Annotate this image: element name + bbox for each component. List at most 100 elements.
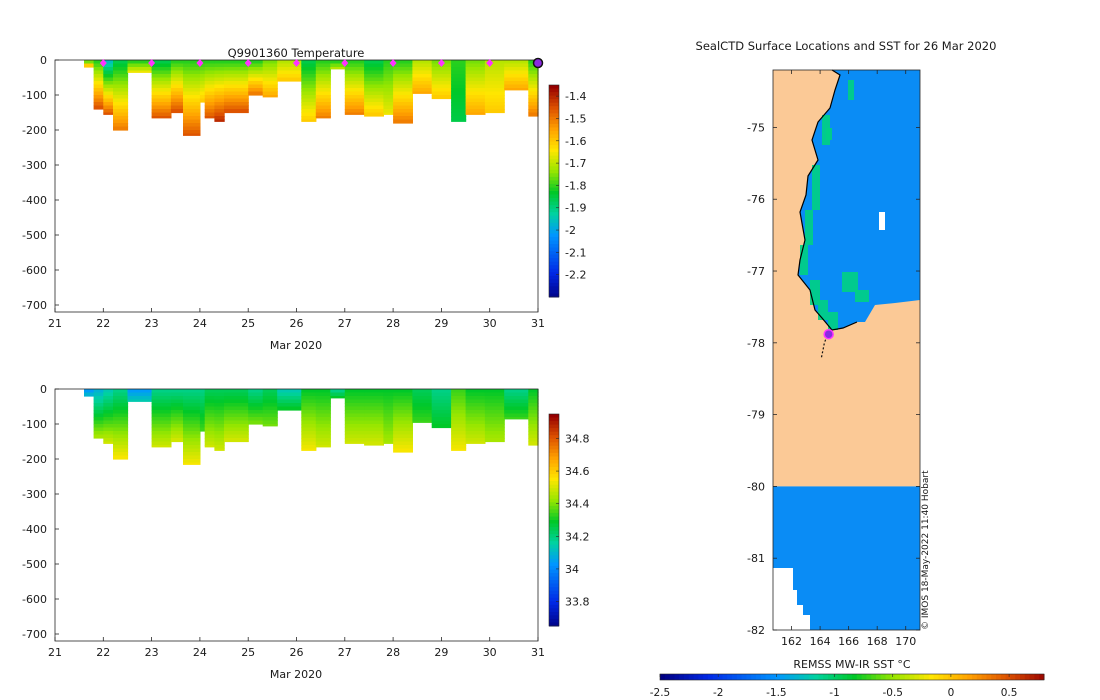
profile-cell [393, 84, 413, 89]
profile-cell [127, 389, 153, 394]
profile-cell [113, 406, 129, 411]
profile-cell [383, 406, 394, 411]
profile-cell [315, 116, 331, 119]
profile-cell [113, 448, 129, 453]
profile-cell [151, 102, 172, 107]
profile-cell [151, 81, 172, 86]
temperature-y-ticks: 0 -100 -200 -300 -400 -500 -600 -700 [22, 54, 59, 312]
salinity-x-label: Mar 2020 [270, 668, 322, 681]
profile-cell [214, 63, 225, 68]
profile-cell [127, 70, 153, 73]
profile-cell [383, 392, 394, 397]
x-tick-label: 21 [48, 317, 62, 330]
profile-cell [204, 389, 215, 394]
profile-cell [204, 67, 215, 72]
profile-cell [315, 77, 331, 82]
day-marker [389, 59, 397, 67]
profile-cell [248, 406, 264, 411]
profile-cell [383, 431, 394, 436]
profile-cell [103, 396, 114, 401]
profile-cell [383, 417, 394, 422]
profile-cell [170, 70, 184, 75]
profile-cell [103, 105, 114, 110]
profile-cell [330, 392, 346, 397]
y-tick-label: -400 [22, 523, 47, 536]
profile-cell [344, 389, 365, 394]
profile-cell [301, 98, 317, 103]
profile-cell [315, 70, 331, 75]
profile-cell [393, 406, 413, 411]
profile-cell [412, 399, 433, 404]
profile-cell [451, 67, 467, 72]
profile-cell [484, 60, 505, 65]
profile-cell [315, 420, 331, 425]
profile-cell [183, 410, 201, 415]
profile-cell [199, 88, 206, 93]
profile-cell [103, 406, 114, 411]
profile-cell [214, 98, 225, 103]
profile-cell [214, 95, 225, 100]
profile-cell [170, 91, 184, 96]
profile-cell [199, 84, 206, 89]
profile-cell [183, 123, 201, 128]
profile-cell [451, 427, 467, 432]
map-x-tick-label: 164 [810, 635, 831, 648]
profile-cell [344, 60, 365, 65]
profile-cell [364, 109, 384, 114]
profile-cell [103, 438, 114, 443]
profile-cell [103, 63, 114, 68]
profile-cell [151, 74, 172, 79]
profile-cell [151, 116, 172, 119]
profile-cell [528, 70, 539, 75]
profile-cell [183, 74, 201, 79]
profile-cell [504, 70, 529, 75]
profile-cell [315, 438, 331, 443]
profile-cell [151, 91, 172, 96]
profile-cell [301, 105, 317, 110]
y-tick-label: -400 [22, 194, 47, 207]
profile-cell [204, 77, 215, 82]
profile-cell [103, 413, 114, 418]
y-tick-label: 0 [40, 54, 47, 67]
profile-cell [315, 396, 331, 401]
profile-cell [393, 424, 413, 429]
profile-cell [465, 84, 486, 89]
profile-cell [224, 81, 249, 86]
profile-cell [214, 74, 225, 79]
profile-cell [183, 102, 201, 107]
profile-cell [301, 74, 317, 79]
profile-cell [504, 410, 529, 415]
profile-cell [528, 403, 539, 408]
profile-cell [183, 105, 201, 110]
profile-cell [214, 399, 225, 404]
profile-cell [330, 60, 346, 65]
profile-cell [465, 74, 486, 79]
profile-cell [315, 445, 331, 448]
profile-cell [224, 60, 249, 65]
profile-cell [103, 417, 114, 422]
profile-cell [170, 389, 184, 394]
x-tick-label: 29 [434, 317, 448, 330]
profile-cell [315, 60, 331, 65]
profile-cell [183, 88, 201, 93]
profile-cell [277, 399, 302, 404]
profile-cell [262, 84, 278, 89]
profile-cell [248, 399, 264, 404]
profile-cell [214, 88, 225, 93]
profile-cell [528, 98, 539, 103]
profile-cell [465, 413, 486, 418]
profile-cell [214, 392, 225, 397]
profile-cell [344, 427, 365, 432]
profile-cell [504, 63, 529, 68]
profile-cell [103, 109, 114, 114]
profile-cell [199, 81, 206, 86]
profile-cell [451, 105, 467, 110]
profile-cell [484, 396, 505, 401]
profile-cell [103, 434, 114, 439]
profile-cell [451, 116, 467, 121]
profile-cell [451, 413, 467, 418]
profile-cell [393, 109, 413, 114]
colorbar-tick-label: 33.8 [565, 596, 590, 609]
profile-cell [301, 406, 317, 411]
profile-cell [465, 406, 486, 411]
